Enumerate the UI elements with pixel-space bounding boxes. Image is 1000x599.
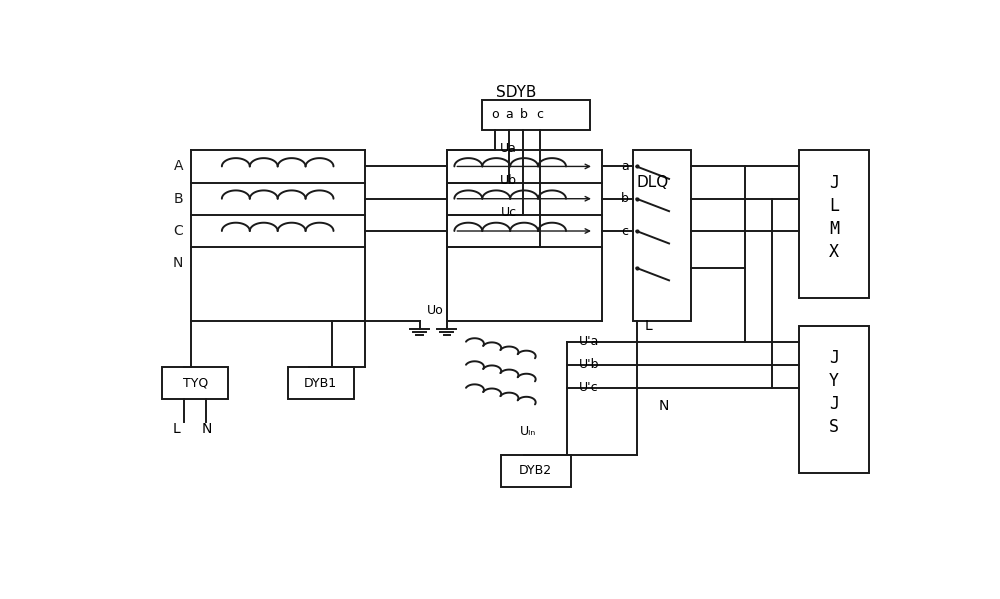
Text: U'c: U'c <box>578 382 598 394</box>
Bar <box>633 150 691 321</box>
Text: Uₗₙ: Uₗₙ <box>520 425 536 438</box>
Text: TYQ: TYQ <box>183 377 208 390</box>
Bar <box>799 150 869 298</box>
Text: DLQ: DLQ <box>637 175 669 190</box>
Text: Y: Y <box>829 372 839 390</box>
Text: a: a <box>621 160 629 173</box>
Text: L: L <box>644 319 652 332</box>
Text: Ub: Ub <box>500 174 517 187</box>
Text: SDYB: SDYB <box>496 85 537 100</box>
Text: J: J <box>829 395 839 413</box>
Text: o: o <box>492 108 499 121</box>
Bar <box>799 326 869 473</box>
Text: C: C <box>173 224 183 238</box>
Text: N: N <box>173 256 183 270</box>
Text: U'a: U'a <box>578 335 599 348</box>
Text: N: N <box>201 422 212 436</box>
Text: B: B <box>174 192 183 205</box>
Bar <box>288 367 354 400</box>
Text: DYB2: DYB2 <box>519 464 552 477</box>
Text: Ua: Ua <box>500 142 517 155</box>
Text: b: b <box>621 192 629 205</box>
Bar <box>501 455 571 487</box>
Text: DYB1: DYB1 <box>304 377 337 390</box>
Text: S: S <box>829 418 839 436</box>
Bar <box>162 367 228 400</box>
Text: c: c <box>536 108 543 121</box>
Text: c: c <box>622 225 629 238</box>
Text: L: L <box>829 196 839 214</box>
Text: J: J <box>829 174 839 192</box>
Text: Uo: Uo <box>427 304 444 317</box>
Bar <box>482 99 590 129</box>
Text: a: a <box>506 108 513 121</box>
Text: L: L <box>172 422 180 436</box>
Text: A: A <box>174 159 183 174</box>
Text: Uc: Uc <box>501 207 517 219</box>
Text: M: M <box>829 220 839 238</box>
Text: X: X <box>829 243 839 261</box>
Text: U'b: U'b <box>578 358 599 371</box>
Text: J: J <box>829 349 839 367</box>
Text: b: b <box>519 108 527 121</box>
Text: N: N <box>658 400 669 413</box>
